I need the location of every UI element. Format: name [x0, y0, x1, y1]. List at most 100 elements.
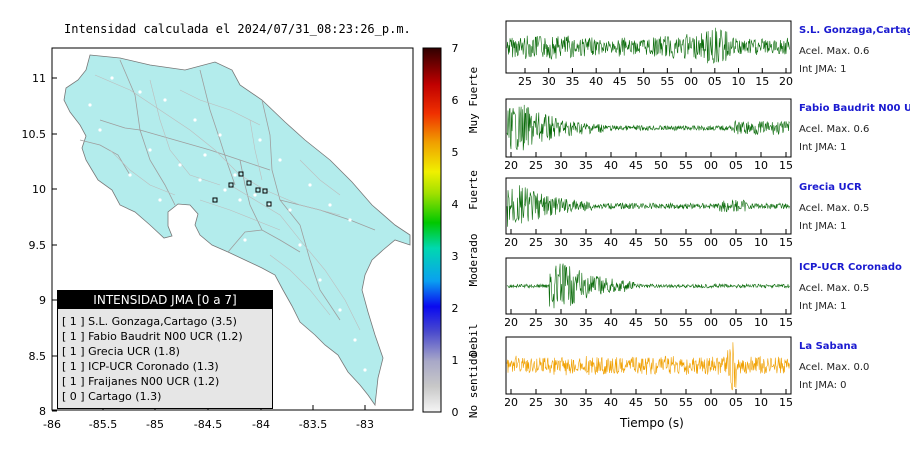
station-name: Grecia UCR — [799, 182, 862, 193]
waveform-tick-label: 40 — [589, 75, 603, 88]
colorbar-label-muy-fuerte: Muy Fuerte — [467, 67, 480, 133]
station-name: S.L. Gonzaga,Cartago — [799, 25, 910, 36]
waveform-tick-label: 35 — [579, 236, 593, 249]
station-accel: Acel. Max. 0.5 — [799, 203, 870, 214]
waveform-tick-label: 10 — [732, 75, 746, 88]
colorbar-label-no-sentido: No sentido — [467, 352, 480, 418]
waveform-tick-label: 00 — [704, 159, 718, 172]
waveform-panel: 25 30 35 40 45 50 55 00 05 10 15 20 — [505, 20, 793, 88]
waveform-tick-label: 25 — [529, 159, 543, 172]
waveform-tick-label: 40 — [604, 316, 618, 329]
map-y-axis: 11 10.5 10 9.5 9 8.5 8 — [22, 72, 57, 418]
waveform-trace — [506, 104, 790, 151]
waveform-panel: 20 25 30 35 40 45 50 55 00 05 10 15 — [505, 177, 793, 249]
waveform-tick-label: 45 — [629, 236, 643, 249]
colorbar-tick-label: 5 — [452, 146, 459, 159]
intensity-colorbar: 7 6 5 4 3 2 1 0 Muy Fuerte Fuerte Moderado Debi… — [422, 42, 480, 419]
station-jma: Int JMA: 1 — [799, 221, 847, 232]
waveform-tick-label: 35 — [565, 75, 579, 88]
map-x-tick-label: -85.5 — [89, 418, 117, 431]
map-x-tick-label: -83.5 — [299, 418, 327, 431]
map-y-tick-label: 11 — [32, 72, 46, 85]
waveform-tick-label: 30 — [542, 75, 556, 88]
colorbar-tick-label: 1 — [452, 354, 459, 367]
waveform-tick-label: 10 — [754, 316, 768, 329]
legend-header: INTENSIDAD JMA [0 a 7] — [58, 291, 272, 309]
land-area — [63, 54, 411, 407]
map-x-tick-label: -84 — [252, 418, 270, 431]
waveform-tick-label: 05 — [729, 159, 743, 172]
map-x-tick-label: -85 — [146, 418, 164, 431]
waveform-tick-label: 40 — [604, 236, 618, 249]
station-name: Fabio Baudrit N00 UCR — [799, 103, 910, 114]
colorbar-label-fuerte: Fuerte — [467, 170, 480, 210]
station-accel: Acel. Max. 0.0 — [799, 362, 870, 373]
waveform-tick-label: 50 — [654, 236, 668, 249]
map-x-tick-label: -83 — [356, 418, 374, 431]
map-title: Intensidad calculada el 2024/07/31_08:23… — [64, 22, 411, 36]
station-accel: Acel. Max. 0.6 — [799, 124, 870, 135]
waveform-trace — [506, 185, 790, 227]
waveform-tick-label: 05 — [729, 396, 743, 409]
map-y-tick-label: 10.5 — [22, 128, 47, 141]
waveform-tick-label: 55 — [679, 316, 693, 329]
waveform-tick-label: 50 — [654, 159, 668, 172]
waveform-tick-label: 45 — [629, 396, 643, 409]
waveform-tick-label: 35 — [579, 396, 593, 409]
map-x-tick-label: -84.5 — [194, 418, 222, 431]
waveform-panel: 20 25 30 35 40 45 50 55 00 05 10 15 — [505, 336, 793, 409]
station-jma: Int JMA: 0 — [799, 380, 847, 391]
waveform-tick-label: 00 — [704, 236, 718, 249]
waveform-tick-label: 30 — [554, 159, 568, 172]
waveform-tick-label: 45 — [613, 75, 627, 88]
map-x-tick-label: -86 — [43, 418, 61, 431]
town-dots — [88, 76, 367, 372]
waveform-tick-label: 00 — [684, 75, 698, 88]
waveform-tick-label: 20 — [779, 75, 793, 88]
station-jma: Int JMA: 1 — [799, 301, 847, 312]
waveform-tick-label: 50 — [654, 396, 668, 409]
time-axis-label: Tiempo (s) — [620, 416, 684, 430]
colorbar-label-debil: Debil — [467, 323, 480, 356]
waveform-tick-label: 55 — [679, 236, 693, 249]
waveform-tick-label: 40 — [604, 396, 618, 409]
station-markers — [212, 171, 272, 207]
waveform-trace — [506, 27, 790, 64]
colorbar-tick-label: 7 — [452, 42, 459, 55]
roads — [94, 74, 361, 331]
map-y-tick-label: 9 — [39, 294, 46, 307]
waveform-trace — [506, 342, 790, 391]
intensity-legend: INTENSIDAD JMA [0 a 7] [ 1 ] S.L. Gonzag… — [57, 290, 273, 409]
map-y-tick-label: 8.5 — [29, 350, 47, 363]
station-name: La Sabana — [799, 341, 858, 352]
waveform-tick-label: 15 — [779, 236, 793, 249]
waveform-tick-label: 40 — [604, 159, 618, 172]
waveform-tick-label: 00 — [704, 316, 718, 329]
station-accel: Acel. Max. 0.5 — [799, 283, 870, 294]
waveform-tick-label: 15 — [779, 396, 793, 409]
waveform-tick-label: 25 — [529, 316, 543, 329]
waveform-tick-label: 50 — [654, 316, 668, 329]
waveform-tick-label: 55 — [679, 396, 693, 409]
map-x-axis: -86 -85.5 -85 -84.5 -84 -83.5 -83 — [43, 405, 374, 431]
waveform-tick-label: 55 — [679, 159, 693, 172]
waveform-tick-label: 25 — [518, 75, 532, 88]
waveform-tick-label: 20 — [505, 316, 518, 329]
waveform-panel: 20 25 30 35 40 45 50 55 00 05 10 15 — [505, 98, 793, 172]
waveform-trace — [506, 263, 790, 309]
waveform-tick-label: 35 — [579, 159, 593, 172]
waveform-tick-label: 25 — [529, 396, 543, 409]
waveform-tick-label: 35 — [579, 316, 593, 329]
waveform-tick-label: 30 — [554, 396, 568, 409]
waveform-tick-label: 05 — [729, 236, 743, 249]
station-jma: Int JMA: 1 — [799, 64, 847, 75]
legend-item: [ 1 ] Fabio Baudrit N00 UCR (1.2) — [62, 330, 243, 343]
waveform-tick-label: 15 — [755, 75, 769, 88]
map-y-tick-label: 9.5 — [29, 239, 47, 252]
colorbar-tick-label: 6 — [452, 94, 459, 107]
legend-item: [ 1 ] Fraijanes N00 UCR (1.2) — [62, 375, 220, 388]
waveform-tick-label: 20 — [505, 159, 518, 172]
legend-item: [ 0 ] Cartago (1.3) — [62, 390, 162, 403]
waveform-tick-label: 10 — [754, 159, 768, 172]
